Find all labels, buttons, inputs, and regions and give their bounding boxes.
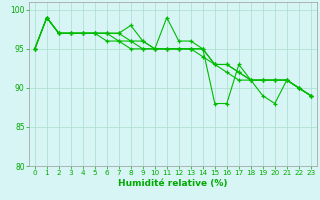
X-axis label: Humidité relative (%): Humidité relative (%) xyxy=(118,179,228,188)
